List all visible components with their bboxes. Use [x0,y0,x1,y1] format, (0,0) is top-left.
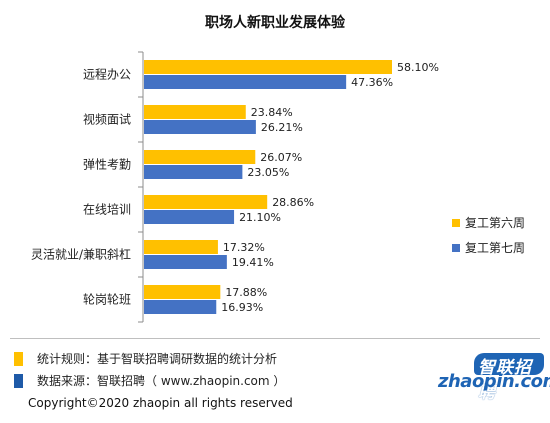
category-label: 轮岗轮班 [83,293,131,307]
bar [144,75,347,89]
legend-label-week6: 复工第六周 [465,216,526,230]
bar [144,60,392,74]
data-label: 17.88% [225,286,267,299]
data-label: 47.36% [351,76,393,89]
data-label: 58.10% [397,61,439,74]
bar [144,285,221,299]
logo-badge [474,353,544,375]
bar [144,300,217,314]
legend-item-week6: 复工第六周 [452,210,525,235]
note-rule-swatch [14,351,23,366]
chart-title: 职场人新职业发展体验 [205,15,345,31]
data-label: 17.32% [223,241,265,254]
zhaopin-logo: 智联招聘 zhaopin.com [438,353,550,403]
bar [144,165,243,179]
bar [144,195,268,209]
logo-en-text: zhaopin.com [438,371,550,392]
bar [144,105,246,119]
bar [144,120,256,134]
footer-divider [10,338,540,339]
bar [144,240,218,254]
data-label: 16.93% [221,301,263,314]
legend-label-week7: 复工第七周 [465,241,526,255]
category-label: 灵活就业/兼职斜杠 [31,247,131,262]
bar [144,255,227,269]
legend-swatch-week6 [452,218,460,227]
legend: 复工第六周 复工第七周 [452,210,525,260]
legend-swatch-week7 [452,243,460,252]
copyright-text: Copyright©2020 zhaopin all rights reserv… [28,396,293,410]
bar [144,150,256,164]
data-label: 21.10% [239,211,281,224]
data-label: 23.84% [251,106,293,119]
category-label: 弹性考勤 [83,158,131,172]
data-label: 23.05% [247,166,289,179]
legend-item-week7: 复工第七周 [452,235,525,260]
bar [144,210,235,224]
data-label: 19.41% [232,256,274,269]
bar-chart: 远程办公 58.10% 47.36% 视频面试 23.84% 26.21% 弹性考勤 26.0… [31,51,439,323]
data-label: 26.07% [260,151,302,164]
note-source-text: 数据来源：智联招聘（ www.zhaopin.com ） [37,374,286,388]
category-label: 远程办公 [83,67,131,82]
note-rule-text: 统计规则：基于智联招聘调研数据的统计分析 [37,352,278,366]
note-source-swatch [14,373,23,388]
category-label: 视频面试 [83,112,131,127]
note-rule: 统计规则：基于智联招聘调研数据的统计分析 [14,350,277,367]
category-label: 在线培训 [83,202,131,217]
note-source: 数据来源：智联招聘（ www.zhaopin.com ） [14,372,285,389]
data-label: 28.86% [272,196,314,209]
data-label: 26.21% [261,121,303,134]
logo-cn-text: 智联招聘 [478,358,532,403]
